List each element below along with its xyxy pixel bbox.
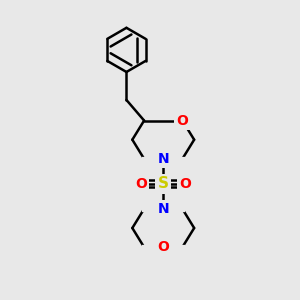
Text: O: O	[176, 114, 188, 128]
Text: S: S	[158, 176, 169, 191]
Text: N: N	[158, 202, 169, 216]
Text: O: O	[179, 177, 191, 191]
Text: N: N	[158, 152, 169, 166]
Text: O: O	[135, 177, 147, 191]
Text: O: O	[157, 240, 169, 254]
